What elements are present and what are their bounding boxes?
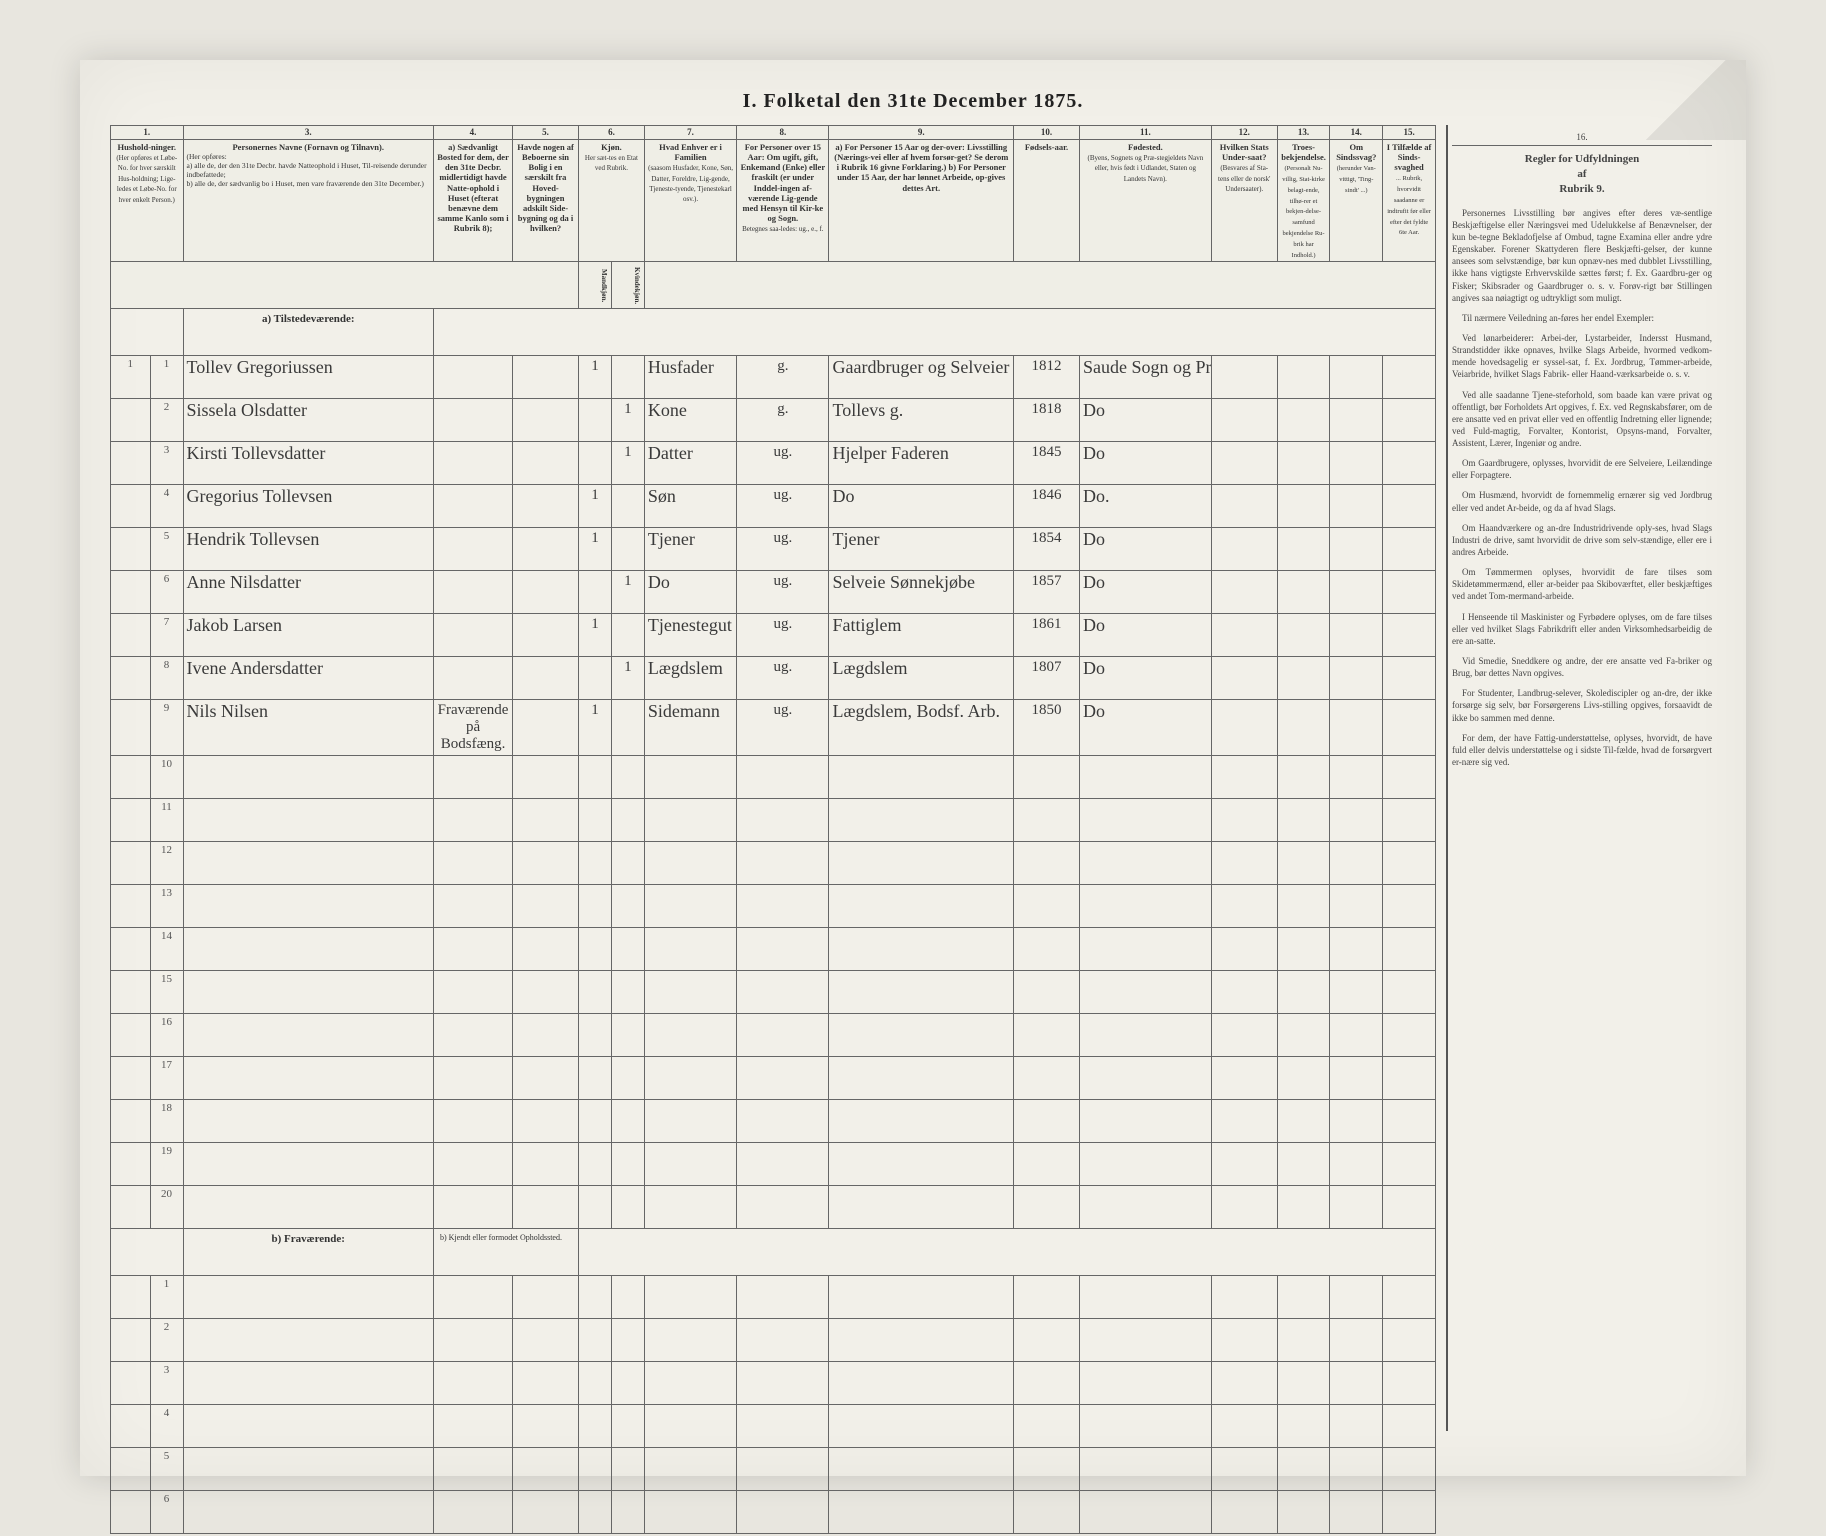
header-relation: Hvad Enhver er i Familien (saasom Husfad… [644,139,736,262]
sidebar-paragraph: For dem, der have Fattig-understøttelse,… [1452,732,1712,768]
census-table: 1. 3. 4. 5. 6. 7. 8. 9. 10. 11. 12. 13. [110,125,1436,1534]
colnum-8: 8. [737,126,829,140]
header-sex: Kjøn. Her sæt-tes en Etat ved Rubrik. [579,139,645,262]
header-residence: a) Sædvanligt Bosted for dem, der den 31… [434,139,513,262]
colnum-14: 14. [1330,126,1383,140]
table-row-empty: 10 [111,756,1436,799]
header-occupation: a) For Personer 15 Aar og der-over: Livs… [829,139,1014,262]
sidebar-paragraph: For Studenter, Landbrug-selever, Skoledi… [1452,687,1712,723]
section-absent: b) Fraværende: b) Kjendt eller formodet … [111,1229,1436,1276]
sidebar-paragraph: Ved lønarbeiderer: Arbei-der, Lystarbeid… [1452,332,1712,381]
content-area: 1. 3. 4. 5. 6. 7. 8. 9. 10. 11. 12. 13. [110,125,1716,1431]
table-row-empty: 20 [111,1186,1436,1229]
absent-persons-body: b) Fraværende: b) Kjendt eller formodet … [111,1229,1436,1534]
sidebar-paragraph: I Henseende til Maskinister og Fyrbødere… [1452,611,1712,647]
colnum-12: 12. [1211,126,1277,140]
colnum-15: 15. [1383,126,1436,140]
table-row: 5Hendrik Tollevsen1Tjenerug.Tjener1854Do [111,528,1436,571]
colnum-7: 7. [644,126,736,140]
table-row-empty: 11 [111,799,1436,842]
header-names: Personernes Navne (Fornavn og Tilnavn). … [183,139,434,262]
table-row-empty: 5 [111,1448,1436,1491]
sidebar-paragraphs: Personernes Livsstilling bør angives eft… [1452,207,1712,768]
document-page: I. Folketal den 31te December 1875. 1. 3… [80,60,1746,1476]
table-row-empty: 14 [111,928,1436,971]
present-persons-body: a) Tilstedeværende: 11Tollev Gregoriusse… [111,309,1436,1229]
sidebar-paragraph: Til nærmere Veiledning an-føres her ende… [1452,312,1712,324]
colnum-5: 5. [513,126,579,140]
colnum-3: 3. [183,126,434,140]
colnum-1: 1. [111,126,184,140]
sidebar-colnum: 16. [1452,131,1712,146]
table-row: 11Tollev Gregoriussen1Husfaderg.Gaardbru… [111,356,1436,399]
header-female: Kvindekjøn. [611,262,644,309]
colnum-10: 10. [1014,126,1080,140]
sidebar-paragraph: Om Tømmermen oplyses, hvorvidit de fare … [1452,566,1712,602]
colnum-9: 9. [829,126,1014,140]
table-row-empty: 6 [111,1491,1436,1534]
table-row: 7Jakob Larsen1Tjenestegutug.Fattiglem186… [111,614,1436,657]
header-household: Hushold-ninger. (Her opføres et Løbe-No.… [111,139,184,262]
table-row: 3Kirsti Tollevsdatter1Datterug.Hjelper F… [111,442,1436,485]
header-citizenship: Hvilken Stats Under-saat? (Besvares af S… [1211,139,1277,262]
table-row: 6Anne Nilsdatter1Doug.Selveie Sønnekjøbe… [111,571,1436,614]
table-row-empty: 1 [111,1276,1436,1319]
table-row-empty: 2 [111,1319,1436,1362]
page-title: I. Folketal den 31te December 1875. [110,90,1716,113]
header-building: Havde nogen af Beboerne sin Bolig i en s… [513,139,579,262]
census-table-wrap: 1. 3. 4. 5. 6. 7. 8. 9. 10. 11. 12. 13. [110,125,1436,1431]
sex-subheader-row: Mandkjøn. Kvindekjøn. [111,262,1436,309]
section-present: a) Tilstedeværende: [111,309,1436,356]
table-row: 4Gregorius Tollevsen1Sønug.Do1846Do. [111,485,1436,528]
colnum-11: 11. [1079,126,1211,140]
table-row-empty: 4 [111,1405,1436,1448]
table-row-empty: 18 [111,1100,1436,1143]
table-row-empty: 12 [111,842,1436,885]
table-row: 9Nils NilsenFraværende på Bodsfæng.1Side… [111,700,1436,756]
header-marital: For Personer over 15 Aar: Om ugift, gift… [737,139,829,262]
sidebar-paragraph: Om Husmænd, hvorvidt de fornemmelig ernæ… [1452,489,1712,513]
table-row: 2Sissela Olsdatter1Koneg.Tollevs g.1818D… [111,399,1436,442]
sidebar-paragraph: Om Gaardbrugere, oplysses, hvorvidit de … [1452,457,1712,481]
sidebar-paragraph: Om Haandværkere og an-dre Industridriven… [1452,522,1712,558]
colnum-13: 13. [1277,126,1330,140]
colnum-6: 6. [579,126,645,140]
header-religion: Troes-bekjendelse. (Personalt Nu-villig,… [1277,139,1330,262]
table-row-empty: 16 [111,1014,1436,1057]
table-row: 8Ivene Andersdatter1Lægdslemug.Lægdslem1… [111,657,1436,700]
sidebar-paragraph: Personernes Livsstilling bør angives eft… [1452,207,1712,304]
header-birthyear: Fødsels-aar. [1014,139,1080,262]
table-row-empty: 15 [111,971,1436,1014]
table-row-empty: 3 [111,1362,1436,1405]
column-number-row: 1. 3. 4. 5. 6. 7. 8. 9. 10. 11. 12. 13. [111,126,1436,140]
table-row-empty: 17 [111,1057,1436,1100]
header-insane-age: I Tilfælde af Sinds-svaghed ... Rubrik, … [1383,139,1436,262]
table-row-empty: 13 [111,885,1436,928]
header-male: Mandkjøn. [579,262,612,309]
sidebar-paragraph: Vid Smedie, Sneddkere og andre, der ere … [1452,655,1712,679]
sidebar-title: Regler for Udfyldningen af Rubrik 9. [1452,152,1712,197]
colnum-4: 4. [434,126,513,140]
header-row: Hushold-ninger. (Her opføres et Løbe-No.… [111,139,1436,262]
table-row-empty: 19 [111,1143,1436,1186]
sidebar-paragraph: Ved alle saadanne Tjene-steforhold, som … [1452,389,1712,450]
header-insane: Om Sindssvag? (herunder Van-vittigt, 'Ti… [1330,139,1383,262]
header-birthplace: Fødested. (Byens, Sognets og Præ-stegjel… [1079,139,1211,262]
scan-background: I. Folketal den 31te December 1875. 1. 3… [0,0,1826,1536]
rules-sidebar: 16. Regler for Udfyldningen af Rubrik 9.… [1446,125,1716,1431]
